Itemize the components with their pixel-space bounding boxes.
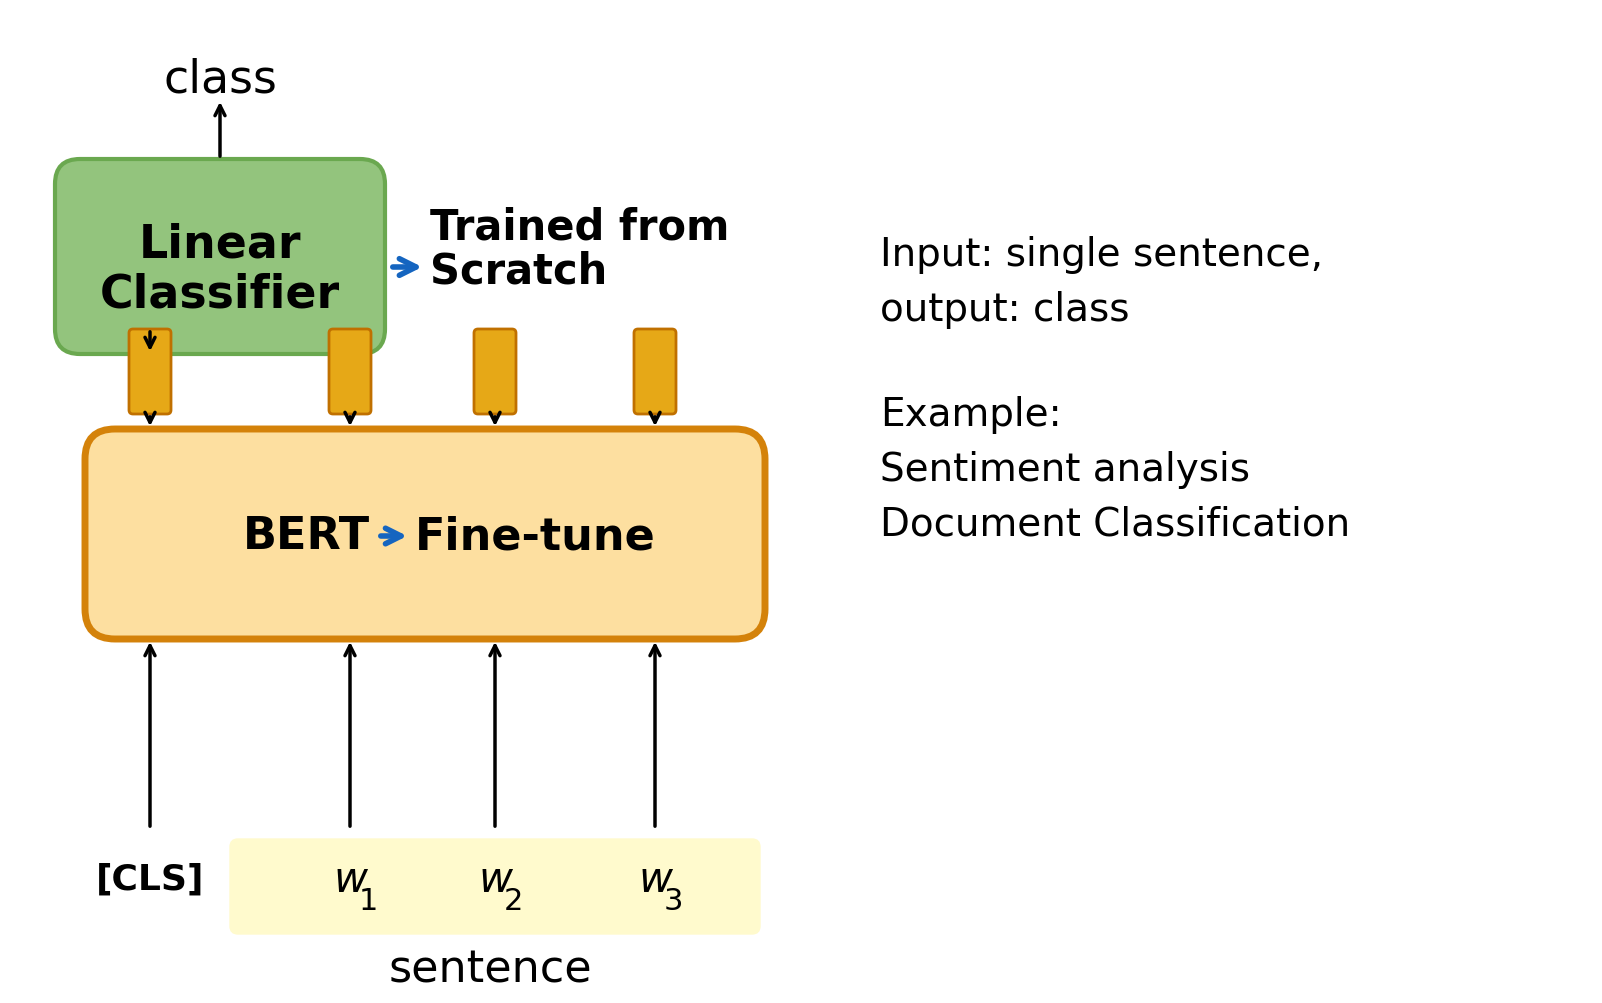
FancyBboxPatch shape: [54, 159, 384, 355]
Text: Linear: Linear: [139, 223, 301, 267]
Text: 1: 1: [359, 887, 378, 916]
Text: w: w: [638, 859, 671, 900]
Text: Example:: Example:: [879, 395, 1062, 433]
Text: w: w: [333, 859, 367, 900]
Text: Trained from: Trained from: [429, 207, 729, 249]
Text: Fine-tune: Fine-tune: [415, 515, 655, 558]
Text: class: class: [163, 57, 277, 102]
FancyBboxPatch shape: [474, 330, 516, 414]
Text: Scratch: Scratch: [429, 251, 607, 293]
Text: sentence: sentence: [388, 948, 591, 991]
Text: 2: 2: [503, 887, 522, 916]
FancyBboxPatch shape: [85, 429, 766, 639]
Text: Classifier: Classifier: [99, 272, 340, 317]
Text: Input: single sentence,: Input: single sentence,: [879, 236, 1323, 274]
Text: w: w: [477, 859, 513, 900]
FancyBboxPatch shape: [328, 330, 372, 414]
Text: output: class: output: class: [879, 291, 1129, 329]
Text: [CLS]: [CLS]: [96, 863, 203, 896]
FancyBboxPatch shape: [231, 840, 759, 934]
FancyBboxPatch shape: [130, 330, 171, 414]
Text: 3: 3: [663, 887, 682, 916]
FancyBboxPatch shape: [634, 330, 676, 414]
Text: BERT: BERT: [244, 515, 370, 558]
Text: Document Classification: Document Classification: [879, 506, 1350, 544]
Text: Sentiment analysis: Sentiment analysis: [879, 450, 1250, 488]
